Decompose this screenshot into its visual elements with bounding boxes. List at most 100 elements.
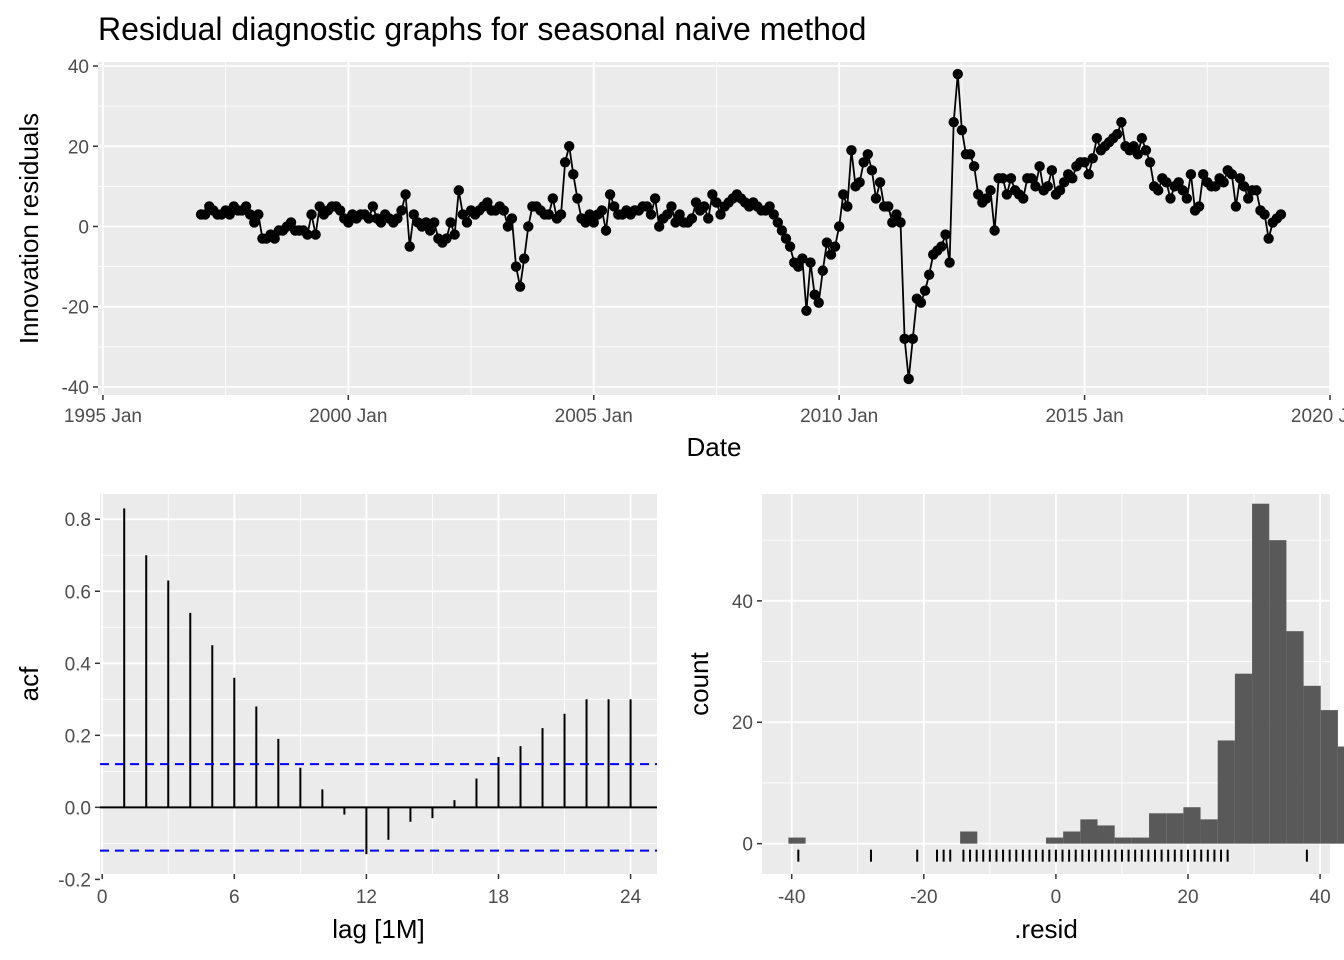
residual-point <box>936 241 947 252</box>
residual-point <box>805 257 816 268</box>
x-axis-title: lag [1M] <box>332 914 425 944</box>
residual-point <box>523 221 534 232</box>
residual-point <box>1210 181 1221 192</box>
residual-point <box>1034 161 1045 172</box>
residual-point <box>764 201 775 212</box>
residual-point <box>641 201 653 212</box>
residual-point <box>400 189 411 200</box>
residual-point <box>919 285 931 296</box>
residual-point <box>838 189 849 200</box>
residual-point <box>895 217 906 228</box>
residual-point <box>870 193 882 204</box>
histogram-bar <box>1269 540 1287 844</box>
residual-point <box>923 269 935 280</box>
residual-point <box>1153 185 1164 196</box>
residual-point <box>1058 177 1070 188</box>
residual-point <box>253 209 264 220</box>
residual-point <box>506 213 518 224</box>
y-tick-label: 20 <box>68 137 89 158</box>
residual-point <box>510 261 522 272</box>
x-tick-label: 24 <box>620 887 642 908</box>
x-tick-label: 0 <box>1051 887 1062 908</box>
residual-point <box>367 201 379 212</box>
residual-point <box>686 213 698 224</box>
residual-point <box>793 261 804 272</box>
residual-point <box>813 297 824 308</box>
y-tick-label: 40 <box>68 57 89 78</box>
residual-point <box>973 189 984 200</box>
residual-point <box>964 149 976 160</box>
residual-point <box>703 213 714 224</box>
residual-point <box>1083 169 1094 180</box>
residual-point <box>244 209 256 220</box>
residual-point <box>899 333 910 345</box>
residual-point <box>285 217 297 228</box>
residual-point <box>968 161 980 172</box>
residual-point <box>564 141 575 152</box>
figure-title: Residual diagnostic graphs for seasonal … <box>98 11 866 47</box>
x-tick-label: 2010 Jan <box>800 406 878 427</box>
residual-point <box>420 217 432 228</box>
residual-point <box>408 209 419 220</box>
residual-point <box>1030 181 1041 192</box>
residual-point <box>858 157 869 168</box>
residual-point <box>519 253 530 264</box>
plot-background <box>100 494 657 874</box>
histogram-bar <box>788 837 806 844</box>
residual-point <box>842 201 853 212</box>
residual-point <box>1238 181 1250 192</box>
residual-point <box>1136 133 1148 144</box>
residual-point <box>1026 173 1037 184</box>
residual-point <box>334 205 346 216</box>
residual-point <box>1144 157 1156 168</box>
y-tick-label: 0.8 <box>65 510 91 531</box>
residual-point <box>698 201 710 212</box>
histogram-panel: -40 -20 0 20 40 0 20 40 .resid count <box>684 494 1344 944</box>
residual-point <box>392 213 403 224</box>
residual-point <box>1116 116 1127 128</box>
y-tick-label: 0 <box>742 835 753 856</box>
residual-point <box>1185 169 1197 180</box>
residual-point <box>956 125 968 136</box>
y-tick-label: 0.4 <box>65 654 92 675</box>
histogram-bar <box>1200 819 1218 844</box>
y-tick-label: 0 <box>78 217 89 238</box>
residual-point <box>715 209 726 220</box>
residual-point <box>1046 165 1058 176</box>
residual-point <box>772 217 784 228</box>
y-axis-title: acf <box>14 666 44 701</box>
residual-point <box>580 217 591 228</box>
residual-point <box>584 209 595 220</box>
residual-point <box>559 157 571 168</box>
residual-point <box>568 169 579 180</box>
residual-point <box>1018 193 1029 204</box>
histogram-bar <box>1252 503 1270 844</box>
residual-point <box>588 217 599 228</box>
residual-point <box>948 116 959 128</box>
y-tick-label: 20 <box>732 713 753 734</box>
residual-point <box>445 217 456 228</box>
residual-point <box>396 205 407 216</box>
x-tick-label: 0 <box>97 887 108 908</box>
y-tick-label: -20 <box>62 298 89 319</box>
histogram-bar <box>960 831 978 844</box>
x-tick-label: 2000 Jan <box>309 406 387 427</box>
residual-point <box>653 221 665 232</box>
histogram-bar <box>1320 710 1338 844</box>
residual-point <box>608 201 620 212</box>
residual-point <box>572 193 583 204</box>
residual-point <box>1091 133 1103 144</box>
x-tick-label: 40 <box>1310 887 1331 908</box>
time-series-panel: 1995 Jan 2000 Jan 2005 Jan 2010 Jan 2015 Jan… <box>14 57 1344 462</box>
residual-point <box>1165 193 1176 204</box>
residual-point <box>1140 145 1152 156</box>
residual-point <box>343 217 354 228</box>
x-tick-label: 2020 Jan <box>1291 406 1344 427</box>
residual-point <box>1198 169 1209 180</box>
residual-point <box>1173 177 1184 188</box>
residual-point <box>1226 169 1238 180</box>
residual-point <box>768 209 779 220</box>
residual-point <box>1234 173 1246 184</box>
residual-point <box>903 373 914 385</box>
